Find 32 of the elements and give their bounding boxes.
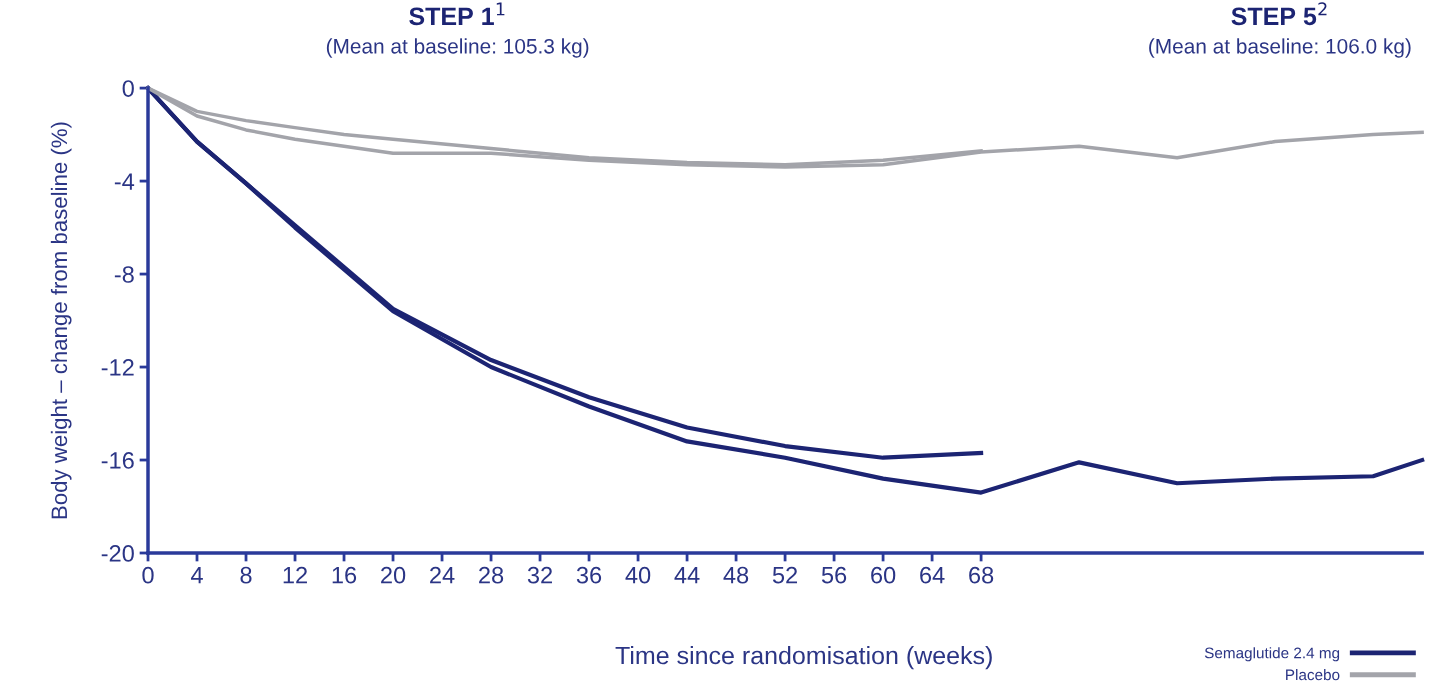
x-tick-label: 36 — [576, 566, 602, 584]
x-tick-label: 68 — [969, 566, 994, 584]
text: STEP 1$^{1}$ — [409, 2, 505, 26]
x-tick-label: 20 — [381, 566, 406, 584]
x-tick-label: 56 — [821, 566, 847, 584]
text: STEP 5$^{2}$ — [1231, 2, 1327, 26]
x-tick-label: 16 — [332, 566, 357, 584]
text: (Mean at baseline: 106.0 kg) — [1149, 38, 1411, 58]
x-tick-label: 40 — [625, 566, 651, 584]
x-tick-label: 64 — [920, 566, 945, 584]
y-tick-label: -20 — [101, 545, 134, 562]
x-tick-label: 48 — [723, 566, 749, 584]
x-tick-label: 44 — [674, 567, 700, 584]
x-tick-label: 52 — [772, 566, 798, 584]
text: (Mean at baseline: 105.3 kg) — [326, 38, 589, 58]
x-tick-label: 12 — [283, 566, 307, 584]
legend-label: Semaglutide 2.4 mg — [1204, 647, 1340, 662]
y-axis-title: Body weight – change from baseline (%) — [50, 122, 72, 519]
x-tick-label: 4 — [190, 567, 203, 584]
y-tick-label: -16 — [101, 452, 134, 469]
y-tick-label: 0 — [122, 80, 134, 97]
y-tick-label: -12 — [101, 359, 134, 376]
x-tick-label: 24 — [430, 566, 455, 584]
y-tick-label: -8 — [114, 266, 134, 283]
x-axis-title: Time since randomisation (weeks) — [615, 645, 992, 670]
x-tick-label: 0 — [142, 566, 154, 584]
y-tick-label: -4 — [114, 173, 135, 190]
legend-label: Placebo — [1286, 669, 1340, 681]
x-tick-label: 60 — [871, 566, 896, 584]
x-tick-label: 32 — [527, 566, 552, 584]
x-tick-label: 8 — [240, 566, 252, 584]
x-tick-label: 28 — [479, 566, 504, 584]
